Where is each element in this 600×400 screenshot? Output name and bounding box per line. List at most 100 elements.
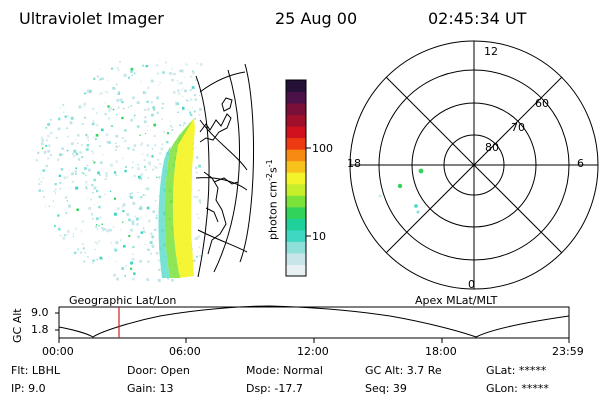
image-speckle [71, 152, 74, 155]
image-speckle [195, 255, 198, 258]
image-speckle [151, 235, 155, 239]
image-speckle [90, 198, 92, 201]
image-speckle [58, 227, 61, 231]
image-speckle [66, 234, 69, 236]
image-speckle [144, 116, 147, 119]
image-speckle [63, 234, 66, 236]
image-speckle [137, 235, 140, 239]
image-speckle [86, 144, 90, 147]
image-speckle [144, 243, 146, 246]
image-speckle [157, 84, 159, 86]
image-speckle [81, 156, 84, 158]
image-speckle [190, 98, 193, 101]
image-speckle [151, 168, 154, 171]
image-speckle [171, 126, 173, 128]
image-speckle [160, 147, 164, 151]
image-speckle [185, 63, 188, 66]
image-speckle [57, 214, 60, 217]
orbit-frame [58, 306, 570, 339]
image-speckle [122, 221, 124, 223]
image-speckle [137, 191, 139, 194]
geographic-caption: Geographic Lat/Lon [69, 294, 177, 307]
image-speckle [55, 136, 58, 139]
image-speckle [76, 208, 79, 211]
image-speckle [94, 248, 96, 251]
image-speckle [184, 76, 186, 78]
polar-emission-dot [378, 194, 382, 198]
image-speckle [66, 200, 69, 202]
image-speckle [96, 124, 99, 127]
image-speckle [105, 133, 109, 137]
image-speckle [85, 186, 87, 188]
image-speckle [102, 154, 104, 156]
image-speckle [95, 226, 98, 228]
instrument-title: Ultraviolet Imager [19, 9, 164, 28]
image-speckle [53, 206, 55, 208]
image-speckle [100, 77, 102, 80]
image-speckle [94, 138, 97, 141]
image-speckle [135, 217, 139, 221]
image-speckle [133, 144, 137, 147]
image-speckle [105, 172, 108, 175]
image-speckle [97, 171, 100, 175]
image-speckle [55, 192, 57, 194]
image-speckle [59, 181, 62, 184]
image-speckle [99, 216, 101, 219]
mlt-label-0: 0 [468, 278, 475, 291]
image-speckle [142, 230, 146, 233]
orbit-xtick-0600: 06:00 [169, 345, 201, 358]
info-dsp: Dsp: -17.7 [246, 382, 303, 395]
coastlines [199, 97, 239, 255]
mlt-label-12: 12 [484, 45, 498, 58]
image-speckle [133, 72, 136, 75]
image-speckle [161, 118, 163, 120]
image-speckle [92, 259, 95, 262]
image-speckle [65, 212, 68, 215]
image-speckle [151, 155, 154, 158]
image-speckle [152, 210, 155, 213]
image-speckle [92, 262, 94, 264]
image-speckle [116, 277, 119, 281]
image-speckle [122, 210, 125, 213]
image-speckle [80, 230, 83, 232]
image-speckle [131, 257, 135, 261]
image-speckle [47, 134, 50, 138]
image-speckle [93, 204, 95, 206]
image-speckle [140, 80, 142, 83]
image-speckle [141, 153, 144, 155]
image-speckle [93, 161, 96, 164]
image-speckle [108, 117, 110, 120]
image-speckle [79, 151, 82, 154]
image-speckle [115, 134, 119, 138]
image-speckle [41, 181, 43, 183]
image-speckle [77, 134, 80, 137]
image-speckle [75, 167, 78, 170]
image-speckle [105, 175, 108, 177]
image-speckle [48, 205, 50, 207]
image-speckle [152, 244, 155, 247]
image-speckle [150, 79, 154, 83]
colorbar-segment [286, 252, 306, 265]
orbit-xtick-1800: 18:00 [425, 345, 457, 358]
image-speckle [157, 259, 160, 262]
image-speckle [132, 253, 134, 255]
image-speckle [145, 65, 148, 68]
image-speckle [112, 108, 115, 111]
image-speckle [149, 241, 153, 244]
image-speckle [147, 248, 150, 251]
image-speckle [118, 91, 120, 93]
image-speckle [197, 217, 200, 219]
image-speckle [75, 139, 77, 141]
image-speckle [62, 236, 66, 240]
info-gc-alt: GC Alt: 3.7 Re [365, 364, 442, 377]
image-speckle [61, 147, 64, 150]
info-gain: Gain: 13 [127, 382, 174, 395]
image-speckle [198, 189, 200, 192]
image-speckle [85, 148, 89, 151]
image-speckle [75, 152, 79, 156]
image-speckle [166, 140, 169, 144]
image-speckle [97, 201, 99, 203]
image-speckle [64, 115, 67, 118]
image-speckle [66, 149, 69, 152]
image-speckle [137, 167, 140, 170]
